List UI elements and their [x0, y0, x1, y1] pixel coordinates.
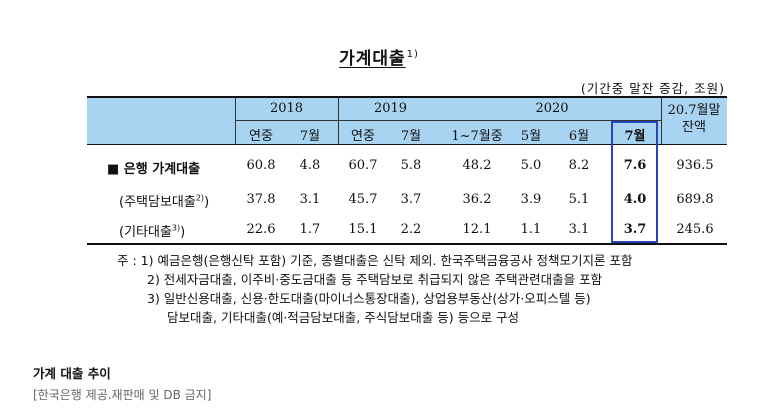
- table-cell: 22.6: [246, 222, 276, 237]
- header-balance: 20.7월말 잔액: [667, 103, 721, 135]
- header-year-2019: 2019: [373, 101, 408, 116]
- table-cell: 936.5: [676, 158, 714, 173]
- title-footnote-mark: 1): [406, 49, 419, 61]
- table-cell: 5.1: [568, 192, 590, 207]
- header-year-2020: 2020: [535, 101, 569, 116]
- row-label-text: (기타대출: [119, 225, 172, 240]
- header-sub-highlight: 7월: [624, 129, 646, 144]
- footnote-1: 주 : 1) 예금은행(은행신탁 포함) 기준, 종별대출은 신탁 제외. 한국…: [117, 253, 633, 268]
- table-cell: 245.6: [676, 222, 714, 237]
- loan-table: 2018 2019 2020 20.7월말 잔액 연중 7월 연중 7월 1~7…: [87, 96, 727, 246]
- table-cell-highlight: 3.7: [623, 222, 647, 237]
- table-cell-highlight: 7.6: [623, 158, 647, 173]
- table-cell: 3.9: [520, 192, 542, 207]
- table-title: 가계대출1): [0, 44, 758, 69]
- highlight-box: [611, 121, 658, 243]
- table-cell: 37.8: [246, 192, 276, 207]
- table-cell: 3.1: [299, 192, 321, 207]
- table-cell: 60.7: [348, 158, 378, 173]
- row-label-sup: 3): [171, 223, 181, 233]
- table-cell: 36.2: [462, 192, 492, 207]
- table-cell: 48.2: [462, 158, 492, 173]
- table-cell: 2.2: [400, 222, 422, 237]
- table-cell: 3.7: [400, 192, 422, 207]
- unit-label: (기간중 말잔 증감, 조원): [580, 81, 725, 96]
- header-sub: 5월: [520, 129, 542, 144]
- row-label-sup: 2): [195, 193, 205, 203]
- table-cell: 4.8: [299, 158, 321, 173]
- row-label-bank-household: ■ 은행 가계대출: [107, 162, 201, 177]
- row-label-text: (주택담보대출: [119, 195, 196, 210]
- header-sub: 1~7월중: [451, 129, 503, 144]
- table-cell: 5.8: [400, 158, 422, 173]
- table-cell: 3.1: [568, 222, 590, 237]
- table-cell: 8.2: [568, 158, 590, 173]
- row-label-close: ): [204, 195, 210, 210]
- header-divider: [661, 98, 662, 144]
- table-bottom-rule: [87, 243, 727, 245]
- caption-title: 가계 대출 추이: [33, 366, 111, 381]
- header-sub: 6월: [568, 129, 590, 144]
- footnotes: 주 : 1) 예금은행(은행신탁 포함) 기준, 종별대출은 신탁 제외. 한국…: [117, 251, 632, 327]
- table-cell: 60.8: [246, 158, 276, 173]
- row-label-mortgage: (주택담보대출2)): [119, 191, 209, 210]
- table-cell: 689.8: [676, 192, 714, 207]
- header-divider: [235, 98, 236, 144]
- table-top-rule: [87, 96, 727, 98]
- table-cell: 1.7: [299, 222, 321, 237]
- row-label-other-loans: (기타대출3)): [119, 221, 185, 240]
- table-cell: 1.1: [520, 222, 542, 237]
- header-divider: [338, 98, 339, 144]
- footnote-2: 2) 전세자금대출, 이주비·중도금대출 등 주택담보로 취급되지 않은 주택관…: [147, 272, 603, 287]
- header-divider: [235, 120, 661, 121]
- header-sub: 7월: [400, 129, 422, 144]
- footnote-3: 3) 일반신용대출, 신용·한도대출(마이너스통장대출), 상업용부동산(상가·…: [147, 291, 591, 306]
- table-cell: 15.1: [348, 222, 378, 237]
- table-cell: 5.0: [520, 158, 542, 173]
- header-sub: 연중: [351, 129, 375, 144]
- table-cell: 45.7: [348, 192, 378, 207]
- header-year-2018: 2018: [269, 101, 304, 116]
- photo-credit: [한국은행 제공.재판매 및 DB 금지]: [33, 388, 212, 402]
- row-label-close: ): [180, 225, 186, 240]
- table-title-text: 가계대출: [339, 49, 406, 69]
- table-header-rule: [87, 144, 727, 145]
- header-sub: 7월: [299, 129, 321, 144]
- header-sub: 연중: [249, 129, 273, 144]
- table-cell: 12.1: [462, 222, 492, 237]
- footnote-3-cont: 담보대출, 기타대출(예·적금담보대출, 주식담보대출 등) 등으로 구성: [167, 310, 520, 325]
- table-cell-highlight: 4.0: [623, 192, 647, 207]
